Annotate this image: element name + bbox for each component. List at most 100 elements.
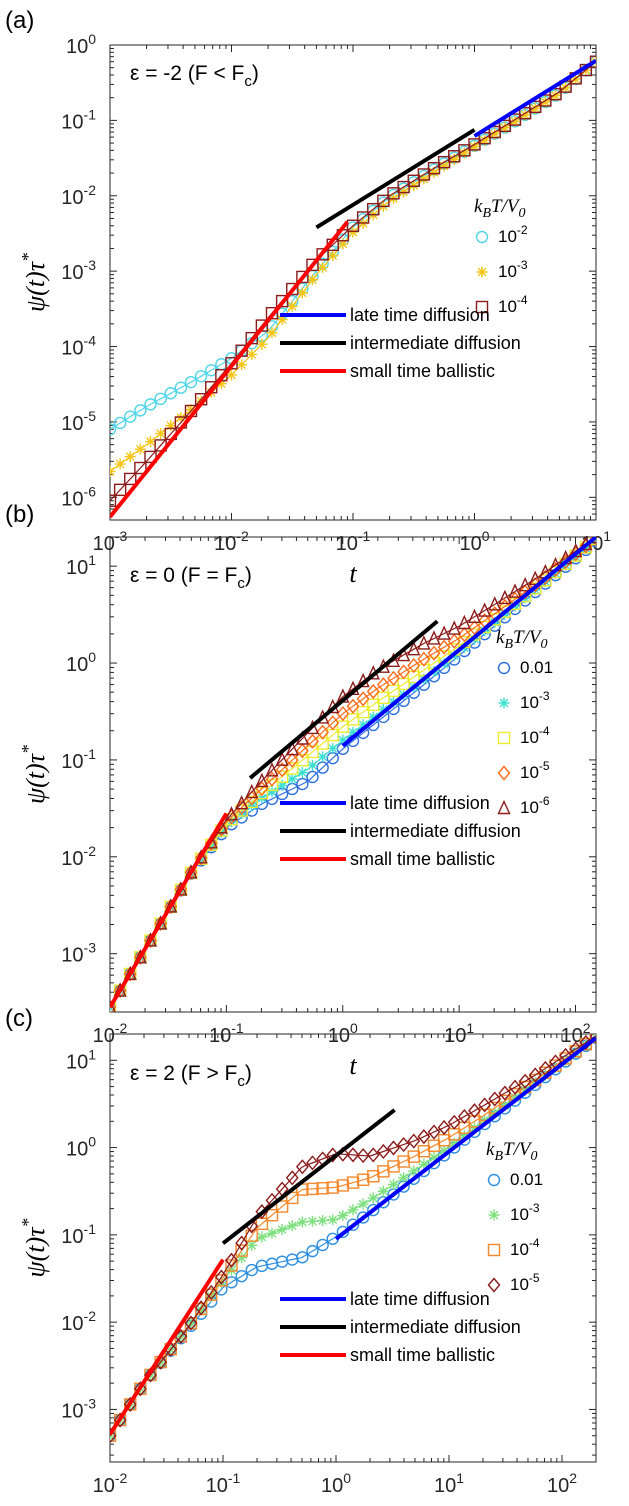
- data-point: [447, 1114, 461, 1130]
- data-point: [367, 698, 380, 712]
- data-point: [165, 420, 177, 432]
- x-axis-label: t: [349, 1051, 357, 1080]
- data-point: [155, 428, 167, 440]
- data-point: [185, 404, 197, 416]
- data-point: [509, 115, 521, 127]
- data-point: [417, 635, 431, 650]
- y-tick-label: 100: [66, 31, 96, 58]
- data-point: [174, 881, 188, 896]
- data-point: [235, 1244, 248, 1257]
- regime-annotation: ε = 2 (F > Fc): [130, 1062, 252, 1090]
- data-point: [245, 795, 258, 809]
- data-point: [316, 248, 329, 261]
- data-point: [458, 1130, 470, 1142]
- data-point: [539, 96, 551, 108]
- legend-entry: intermediate diffusion: [350, 821, 521, 841]
- data-point: [133, 949, 147, 965]
- plot-area: [110, 55, 596, 519]
- data-point: [113, 416, 127, 430]
- data-point: [265, 771, 279, 787]
- data-point: [367, 202, 380, 216]
- data-point: [266, 327, 278, 339]
- data-point: [467, 608, 482, 623]
- data-point: [226, 816, 237, 828]
- legend-marker: [475, 300, 489, 314]
- data-point: [397, 646, 411, 662]
- data-point: [356, 691, 370, 707]
- data-point: [357, 1198, 369, 1210]
- data-point: [417, 1129, 431, 1145]
- data-point: [550, 567, 561, 579]
- data-point: [133, 1381, 147, 1397]
- data-point: [246, 1239, 258, 1251]
- data-point: [256, 338, 268, 350]
- legend-entry: late time diffusion: [350, 1289, 490, 1309]
- data-point: [110, 465, 116, 477]
- fit-line: [341, 537, 596, 748]
- fit-line: [473, 58, 596, 138]
- legend-marker: [497, 765, 511, 781]
- data-point: [438, 1145, 450, 1157]
- data-point: [154, 392, 167, 406]
- data-point: [143, 932, 158, 947]
- data-point: [184, 1315, 198, 1331]
- data-point: [337, 238, 349, 250]
- data-point: [387, 1140, 400, 1156]
- legend-entry: 10-4: [498, 293, 528, 316]
- x-tick-label: 10-1: [206, 1470, 241, 1497]
- data-point: [388, 1179, 399, 1191]
- data-point: [164, 387, 177, 400]
- legend-marker: [476, 266, 488, 278]
- plot-area: [110, 537, 596, 1012]
- data-point: [469, 1122, 480, 1134]
- data-point: [356, 1173, 370, 1186]
- data-point: [519, 1084, 531, 1096]
- x-tick-label: 101: [434, 1470, 464, 1497]
- panel-3: (c) 10-2 10-1 100 101 102 10-3 10-2 10-1 100 101 t ψ…: [5, 1005, 597, 1506]
- data-point: [458, 147, 470, 159]
- data-point: [286, 282, 299, 296]
- y-tick-label: 10-3: [61, 257, 96, 284]
- data-point: [194, 1300, 208, 1316]
- data-point: [428, 166, 440, 178]
- data-point: [246, 348, 258, 360]
- data-point: [144, 398, 157, 411]
- y-tick-label: 10-4: [61, 333, 96, 360]
- y-tick-label: 10-2: [61, 1308, 96, 1335]
- data-point: [307, 759, 318, 771]
- data-point: [347, 726, 359, 738]
- data-point: [367, 711, 379, 723]
- data-point: [346, 698, 360, 714]
- legend-marker: [487, 1277, 501, 1293]
- legend-entry: small time ballistic: [350, 1345, 495, 1365]
- data-point: [488, 596, 502, 611]
- x-tick-label: 100: [459, 528, 489, 555]
- data-point: [438, 160, 450, 172]
- data-point: [317, 1215, 329, 1227]
- data-point: [113, 982, 127, 997]
- data-point: [164, 898, 178, 915]
- y-tick-label: 100: [66, 649, 96, 676]
- data-point: [448, 153, 460, 165]
- data-point: [295, 1159, 309, 1175]
- data-point: [519, 109, 531, 121]
- data-point: [235, 1235, 249, 1251]
- data-point: [539, 576, 551, 588]
- data-point: [145, 436, 156, 448]
- fit-legend: late time diffusion intermediate diffusio…: [280, 305, 521, 381]
- data-point: [123, 1396, 137, 1413]
- data-point: [245, 1263, 258, 1277]
- data-point: [215, 1274, 228, 1287]
- x-tick-label: 102: [547, 1470, 577, 1497]
- legend-entry: 10-3: [498, 258, 528, 281]
- data-point: [408, 180, 420, 192]
- data-point: [276, 779, 288, 791]
- data-point: [417, 168, 431, 181]
- data-point: [235, 1269, 248, 1283]
- y-tick-label: 10-3: [61, 940, 96, 967]
- y-axis-label: ψ(t)τ*: [18, 1219, 50, 1278]
- x-tick-label: 100: [328, 1020, 358, 1047]
- data-point: [346, 219, 360, 232]
- data-point: [204, 1284, 218, 1301]
